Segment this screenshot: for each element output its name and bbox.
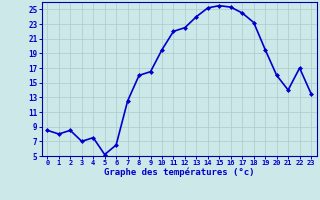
X-axis label: Graphe des températures (°c): Graphe des températures (°c) xyxy=(104,168,254,177)
